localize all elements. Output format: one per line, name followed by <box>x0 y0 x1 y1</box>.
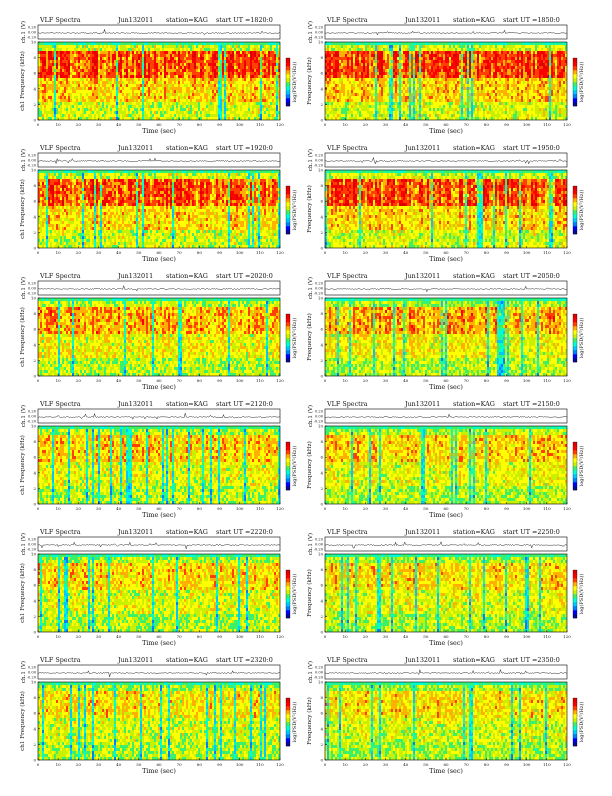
colorbar-segment <box>286 102 290 106</box>
time-tick-label: 120 <box>276 122 284 127</box>
colorbar-label: log(PSD(V²/Hz)) <box>291 62 298 103</box>
colorbar-segment <box>286 66 290 70</box>
freq-tick-label: 2 <box>33 102 36 107</box>
colorbar-segment <box>286 74 290 78</box>
spectrogram-panel: VLF Spectra Jun132011 station=KAG start UT … <box>306 16 585 135</box>
time-tick-label: 90 <box>217 122 223 127</box>
panel-station: station=KAG <box>453 16 495 24</box>
voltage-axis-label: ch.1 (V) <box>20 21 27 43</box>
panel-date: Jun132011 <box>404 16 440 24</box>
panel-date: Jun132011 <box>117 16 153 24</box>
freq-tick-label: 4 <box>33 86 36 91</box>
panel-station: station=KAG <box>166 16 208 24</box>
panel-start-time: start UT =1820:0 <box>216 16 273 24</box>
spectrogram-image <box>325 42 567 120</box>
freq-tick-label: 8 <box>33 55 36 60</box>
colorbar-segment <box>286 78 290 82</box>
colorbar-segment <box>286 62 290 66</box>
frequency-axis-label: ch1 Frequency (kHz) <box>19 51 26 111</box>
time-tick-label: 20 <box>76 122 82 127</box>
freq-tick-label: 10 <box>31 40 37 45</box>
spectrogram-panel: VLF Spectra Jun132011 station=KAG start UT … <box>19 16 298 135</box>
panel-title: VLF Spectra <box>39 16 81 24</box>
colorbar-segment <box>286 98 290 102</box>
colorbar-segment <box>286 58 290 62</box>
colorbar-segment <box>286 86 290 90</box>
time-axis-label: Time (sec) <box>142 127 176 135</box>
time-tick-label: 70 <box>177 122 183 127</box>
time-tick-label: 10 <box>56 122 62 127</box>
panel-title: VLF Spectra <box>326 16 368 24</box>
voltage-tick-label: 0.20 <box>315 26 324 30</box>
voltage-tick-label: 0.00 <box>315 31 324 35</box>
time-tick-label: 110 <box>256 122 264 127</box>
time-tick-label: 30 <box>96 122 102 127</box>
voltage-trace-frame <box>325 25 567 39</box>
voltage-tick-label: 0.20 <box>28 26 37 30</box>
voltage-tick-label: 0.00 <box>28 31 37 35</box>
colorbar-segment <box>286 90 290 94</box>
colorbar-segment <box>286 82 290 86</box>
spectrogram-image <box>38 42 280 120</box>
time-tick-label: 100 <box>236 122 244 127</box>
time-tick-label: 50 <box>136 122 142 127</box>
colorbar-segment <box>286 70 290 74</box>
colorbar-segment <box>286 94 290 98</box>
time-tick-label: 80 <box>197 122 203 127</box>
time-tick-label: 0 <box>37 122 40 127</box>
freq-tick-label: 6 <box>33 71 36 76</box>
time-tick-label: 40 <box>116 122 122 127</box>
panel-start-time: start UT =1850:0 <box>503 16 560 24</box>
voltage-axis-label: ch.1 (V) <box>307 21 314 43</box>
